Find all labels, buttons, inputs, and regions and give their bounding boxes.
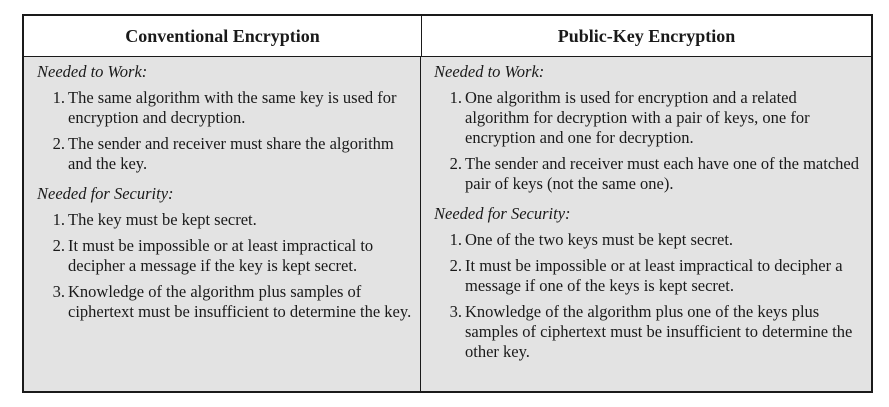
- list-item: 2. It must be impossible or at least imp…: [37, 236, 412, 276]
- item-text: It must be impossible or at least imprac…: [68, 236, 374, 275]
- item-number: 3.: [52, 282, 65, 301]
- item-text: One of the two keys must be kept secret.: [465, 230, 734, 249]
- list-item: 1. The same algorithm with the same key …: [37, 88, 412, 128]
- item-text: The same algorithm with the same key is …: [68, 88, 397, 127]
- item-text: The key must be kept secret.: [68, 210, 257, 229]
- item-text: Knowledge of the algorithm plus one of t…: [465, 302, 853, 361]
- item-number: 2.: [52, 236, 65, 255]
- item-number: 3.: [449, 302, 462, 321]
- list-item: 2. It must be impossible or at least imp…: [434, 256, 863, 296]
- needed-to-work-list: 1. One algorithm is used for encryption …: [434, 88, 863, 194]
- table-body-row: Needed to Work: 1. The same algorithm wi…: [24, 57, 871, 391]
- comparison-table: Conventional Encryption Public-Key Encry…: [22, 14, 873, 393]
- public-key-encryption-header: Public-Key Encryption: [557, 25, 736, 46]
- list-item: 2. The sender and receiver must share th…: [37, 134, 412, 174]
- item-number: 1.: [449, 230, 462, 249]
- needed-to-work-list: 1. The same algorithm with the same key …: [37, 88, 412, 174]
- conventional-encryption-header: Conventional Encryption: [24, 16, 422, 56]
- needed-for-security-list: 1. The key must be kept secret. 2. It mu…: [37, 210, 412, 322]
- item-number: 1.: [52, 88, 65, 107]
- item-number: 1.: [449, 88, 462, 107]
- needed-for-security-heading: Needed for Security:: [37, 184, 174, 203]
- needed-to-work-heading: Needed to Work:: [434, 62, 545, 81]
- item-text: The sender and receiver must each have o…: [465, 154, 859, 193]
- item-text: Knowledge of the algorithm plus samples …: [68, 282, 412, 321]
- item-number: 2.: [449, 256, 462, 275]
- item-text: The sender and receiver must share the a…: [68, 134, 394, 173]
- needed-to-work-heading: Needed to Work:: [37, 62, 148, 81]
- list-item: 3. Knowledge of the algorithm plus one o…: [434, 302, 863, 362]
- table-header-row: Conventional Encryption Public-Key Encry…: [24, 16, 871, 57]
- item-number: 2.: [449, 154, 462, 173]
- needed-for-security-list: 1. One of the two keys must be kept secr…: [434, 230, 863, 362]
- list-item: 2. The sender and receiver must each hav…: [434, 154, 863, 194]
- item-number: 1.: [52, 210, 65, 229]
- item-number: 2.: [52, 134, 65, 153]
- needed-for-security-heading: Needed for Security:: [434, 204, 571, 223]
- item-text: One algorithm is used for encryption and…: [465, 88, 810, 147]
- public-key-encryption-column: Needed to Work: 1. One algorithm is used…: [421, 57, 871, 391]
- conventional-encryption-column: Needed to Work: 1. The same algorithm wi…: [24, 57, 421, 391]
- list-item: 1. The key must be kept secret.: [37, 210, 412, 230]
- item-text: It must be impossible or at least imprac…: [465, 256, 843, 295]
- list-item: 1. One of the two keys must be kept secr…: [434, 230, 863, 250]
- list-item: 3. Knowledge of the algorithm plus sampl…: [37, 282, 412, 322]
- list-item: 1. One algorithm is used for encryption …: [434, 88, 863, 148]
